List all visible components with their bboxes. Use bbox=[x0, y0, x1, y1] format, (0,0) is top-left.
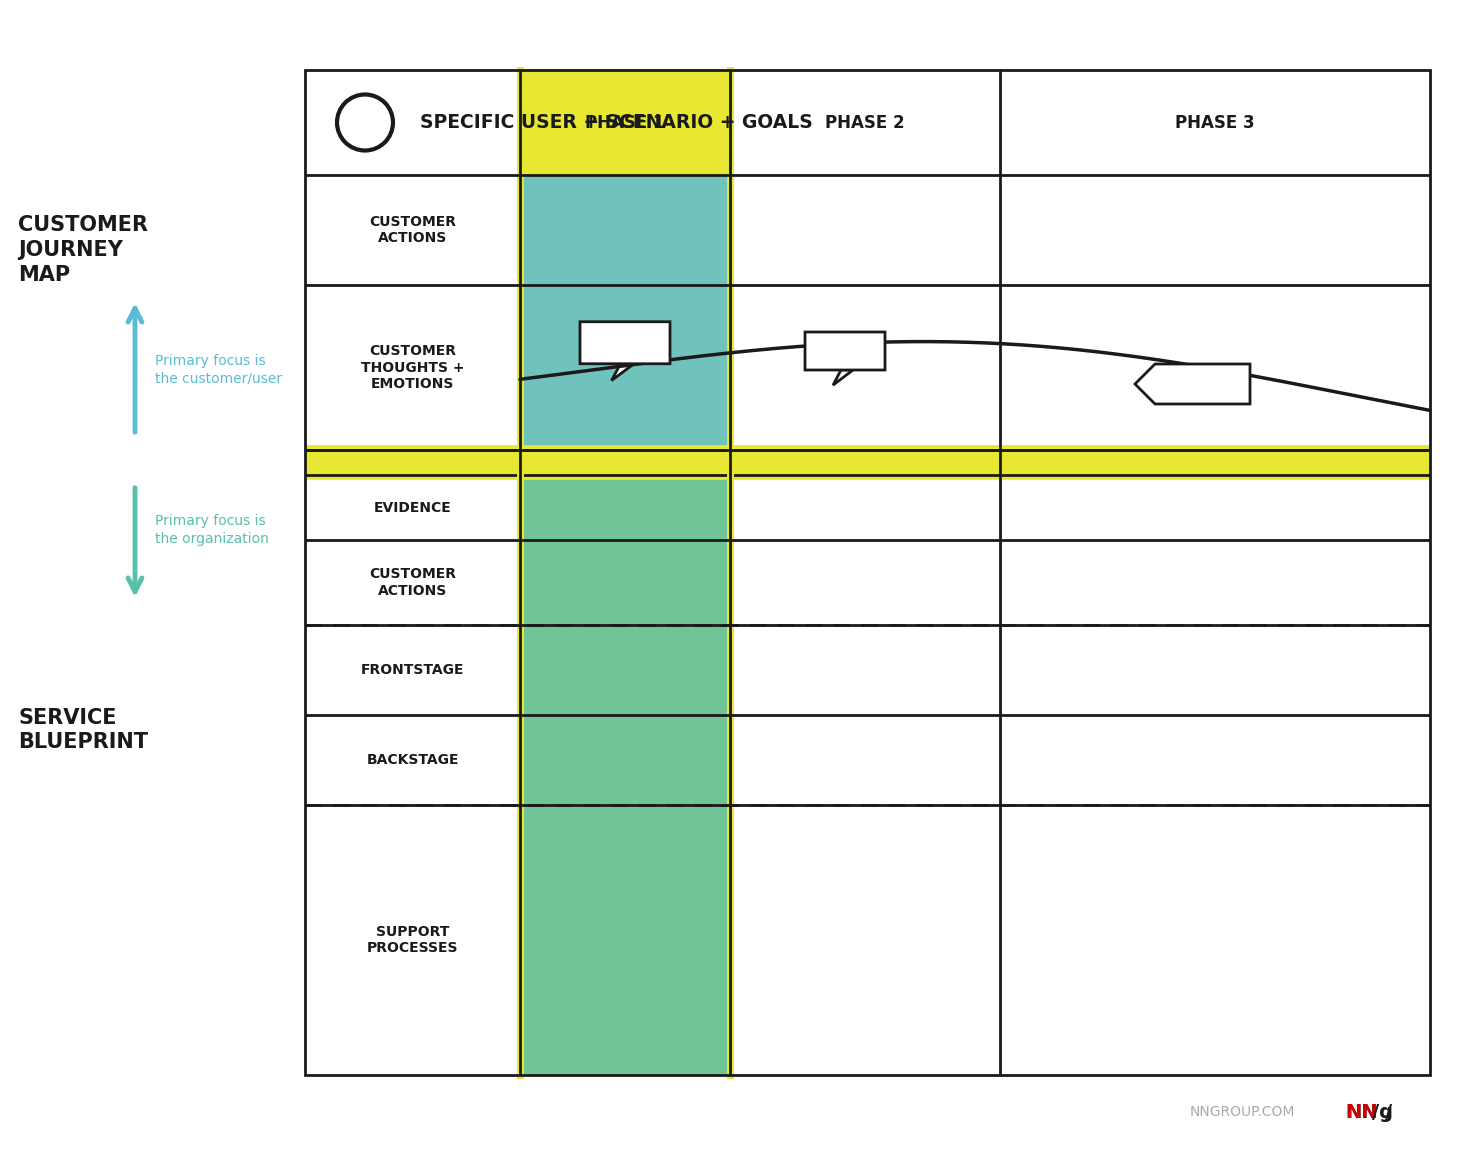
Text: /g: /g bbox=[1372, 1103, 1393, 1121]
Bar bbox=[520, 175, 730, 450]
Text: BACKSTAGE: BACKSTAGE bbox=[366, 753, 458, 767]
Text: Primary focus is
the customer/user: Primary focus is the customer/user bbox=[155, 354, 282, 385]
Text: PHASE 1: PHASE 1 bbox=[585, 114, 665, 131]
Text: SPECIFIC USER + SCENARIO + GOALS: SPECIFIC USER + SCENARIO + GOALS bbox=[420, 113, 812, 132]
Polygon shape bbox=[1135, 365, 1250, 404]
Text: CUSTOMER
ACTIONS: CUSTOMER ACTIONS bbox=[368, 215, 455, 245]
FancyBboxPatch shape bbox=[579, 322, 671, 363]
Text: CUSTOMER
JOURNEY
MAP: CUSTOMER JOURNEY MAP bbox=[18, 215, 147, 285]
Text: NN: NN bbox=[1344, 1103, 1378, 1121]
Bar bbox=[520, 70, 730, 1075]
Polygon shape bbox=[833, 370, 853, 385]
Text: FRONTSTAGE: FRONTSTAGE bbox=[361, 664, 464, 677]
Text: SERVICE
BLUEPRINT: SERVICE BLUEPRINT bbox=[18, 707, 147, 752]
FancyBboxPatch shape bbox=[805, 332, 884, 370]
Text: SUPPORT
PROCESSES: SUPPORT PROCESSES bbox=[367, 925, 458, 956]
Text: CUSTOMER
ACTIONS: CUSTOMER ACTIONS bbox=[368, 567, 455, 598]
Bar bbox=[305, 450, 1430, 475]
Bar bbox=[520, 475, 730, 1075]
Text: CUSTOMER
THOUGHTS +
EMOTIONS: CUSTOMER THOUGHTS + EMOTIONS bbox=[361, 344, 464, 391]
Text: /: / bbox=[1386, 1103, 1391, 1121]
Text: PHASE 3: PHASE 3 bbox=[1175, 114, 1254, 131]
Text: NN: NN bbox=[1344, 1103, 1378, 1121]
Text: NNGROUP.COM: NNGROUP.COM bbox=[1190, 1105, 1296, 1119]
Text: EVIDENCE: EVIDENCE bbox=[373, 500, 451, 514]
Text: PHASE 2: PHASE 2 bbox=[825, 114, 905, 131]
Text: Primary focus is
the organization: Primary focus is the organization bbox=[155, 514, 268, 545]
Polygon shape bbox=[612, 363, 634, 381]
